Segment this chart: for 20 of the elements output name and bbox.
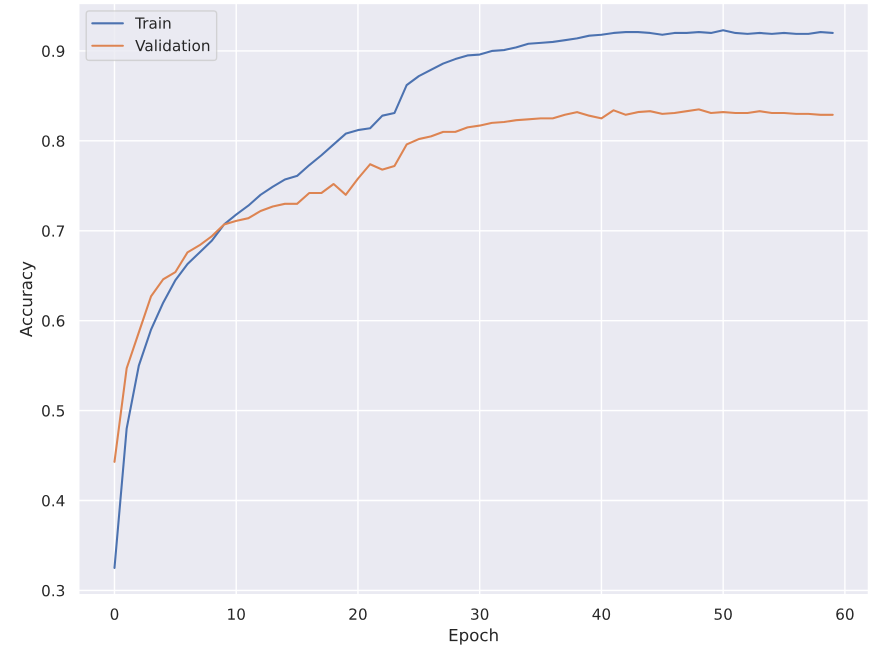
y-tick-label: 0.5	[42, 405, 64, 417]
legend-label: Validation	[135, 39, 210, 52]
y-tick-label: 0.7	[42, 225, 64, 237]
y-tick-label: 0.4	[42, 494, 65, 507]
y-tick-label: 0.8	[42, 135, 64, 147]
x-tick-label: 50	[714, 608, 732, 620]
y-tick-label: 0.3	[42, 584, 64, 596]
x-tick-label: 10	[228, 608, 245, 620]
x-tick-label: 0	[110, 608, 118, 620]
x-tick-label: 20	[349, 608, 367, 620]
legend-label: Train	[135, 17, 170, 29]
x-tick-label: 30	[471, 608, 488, 620]
y-tick-label: 0.6	[42, 315, 64, 327]
y-tick-label: 0.9	[42, 45, 64, 57]
x-tick-label: 60	[836, 608, 854, 620]
line-series	[113, 108, 834, 463]
x-axis-title: Epoch	[450, 628, 498, 645]
y-axis-title: Accuracy	[20, 262, 36, 338]
x-tick-label: 40	[592, 608, 610, 620]
line-series	[113, 29, 834, 569]
